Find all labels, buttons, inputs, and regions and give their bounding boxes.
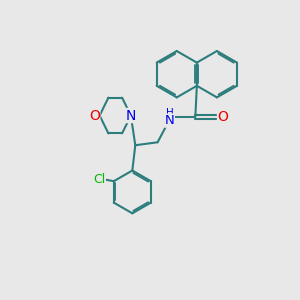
Text: O: O <box>218 110 228 124</box>
Text: H: H <box>166 108 173 118</box>
Text: Cl: Cl <box>93 173 105 186</box>
Text: N: N <box>165 114 174 127</box>
Text: N: N <box>126 109 136 122</box>
Text: O: O <box>89 109 100 122</box>
